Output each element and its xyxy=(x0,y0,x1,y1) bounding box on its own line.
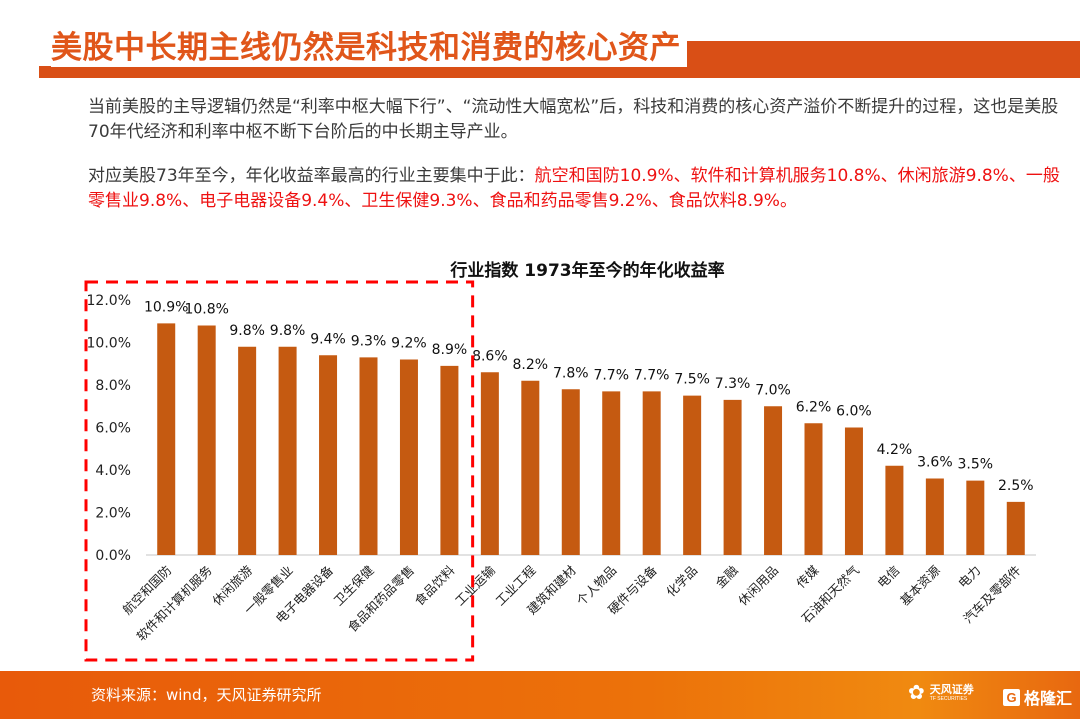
bar-11 xyxy=(561,389,580,555)
x-category-label: 基本资源 xyxy=(897,562,943,608)
intro-paragraph: 当前美股的主导逻辑仍然是“利率中枢大幅下行”、“流动性大幅宽松”后，科技和消费的… xyxy=(88,97,1059,142)
y-tick-label: 8.0% xyxy=(95,378,131,394)
tf-securities-subname: TF SECURITIES xyxy=(929,695,968,702)
data-label: 9.2% xyxy=(391,336,427,352)
x-category-label: 化学品 xyxy=(663,563,700,600)
bar-14 xyxy=(683,395,702,555)
y-tick-label: 10.0% xyxy=(87,336,131,352)
data-label: 8.9% xyxy=(432,342,468,358)
bar-12 xyxy=(602,391,621,555)
data-label: 6.2% xyxy=(796,399,832,415)
data-label: 8.6% xyxy=(472,348,508,364)
page-title: 美股中长期主线仍然是科技和消费的核心资产 xyxy=(51,22,687,67)
data-label: 7.3% xyxy=(715,376,751,392)
bar-19 xyxy=(885,465,904,555)
data-label: 2.5% xyxy=(998,478,1034,494)
bar-7 xyxy=(399,359,418,555)
x-category-label: 软件和计算机服务 xyxy=(133,563,214,644)
footer-source-text: 资料来源：wind，天风证券研究所 xyxy=(91,686,322,704)
x-category-label: 传媒 xyxy=(793,562,822,591)
bar-6 xyxy=(359,357,378,555)
data-label: 4.2% xyxy=(877,442,913,458)
highlight-paragraph-prefix: 对应美股73年至今，年化收益率最高的行业主要集中于此： xyxy=(88,166,535,186)
x-category-label: 金融 xyxy=(712,562,741,591)
bar-1 xyxy=(157,323,176,555)
bar-13 xyxy=(642,391,661,555)
highlight-paragraph-industries: 航空和国防10.9%、软件和计算机服务10.8%、休闲旅游9.8%、一般零售业9… xyxy=(88,166,1060,211)
bar-chart: 0.0%2.0%4.0%6.0%8.0%10.0%12.0% 10.9%航空和国防… xyxy=(84,280,1036,662)
data-label: 9.4% xyxy=(310,331,346,347)
data-label: 10.9% xyxy=(144,299,188,315)
gelonghui-name: 格隆汇 xyxy=(1024,691,1073,708)
bar-15 xyxy=(723,399,742,555)
data-label: 7.8% xyxy=(553,365,589,381)
flower-logo-icon: ✿ xyxy=(908,682,925,704)
bar-20 xyxy=(925,478,944,555)
tf-securities-logo: ✿ 天风证券 TF SECURITIES xyxy=(908,683,974,703)
y-tick-label: 4.0% xyxy=(95,463,131,479)
gelonghui-logo: G 格隆汇 xyxy=(1003,685,1072,709)
highlight-paragraph: 对应美股73年至今，年化收益率最高的行业主要集中于此：航空和国防10.9%、软件… xyxy=(88,164,1068,214)
bar-5 xyxy=(319,355,338,555)
x-category-label: 电信 xyxy=(874,563,902,591)
x-category-label: 休闲用品 xyxy=(735,563,781,609)
y-tick-label: 2.0% xyxy=(95,506,131,522)
bar-16 xyxy=(764,406,783,555)
y-tick-label: 6.0% xyxy=(95,421,131,437)
data-label: 6.0% xyxy=(836,404,872,420)
data-label: 7.7% xyxy=(634,367,670,383)
x-category-label: 电力 xyxy=(955,563,983,591)
bar-8 xyxy=(440,365,459,555)
bar-21 xyxy=(966,480,985,555)
data-label: 10.8% xyxy=(184,302,228,318)
data-label: 9.8% xyxy=(270,323,306,339)
footer-bar xyxy=(0,671,1080,719)
x-category-label: 工业运输 xyxy=(452,562,498,608)
bar-22 xyxy=(1006,501,1025,555)
data-label: 7.0% xyxy=(755,382,791,398)
bar-9 xyxy=(480,372,499,555)
data-label: 9.8% xyxy=(229,323,265,339)
tf-securities-name: 天风证券 xyxy=(929,683,974,696)
data-label: 8.2% xyxy=(513,357,549,373)
y-tick-label: 12.0% xyxy=(87,293,131,309)
chart-title: 行业指数 1973年至今的年化收益率 xyxy=(450,261,725,281)
data-label: 7.7% xyxy=(593,367,629,383)
data-label: 7.5% xyxy=(674,372,710,388)
bar-18 xyxy=(844,427,863,555)
data-label: 3.6% xyxy=(917,455,953,471)
gelonghui-g-icon: G xyxy=(1003,688,1020,706)
data-label: 3.5% xyxy=(958,457,994,473)
bar-17 xyxy=(804,423,823,555)
x-category-label: 食品饮料 xyxy=(412,562,458,608)
title-underline-bar xyxy=(39,66,1080,78)
highlight-dashed-box xyxy=(84,280,475,662)
bar-3 xyxy=(238,346,257,555)
data-label: 9.3% xyxy=(351,333,387,349)
bar-10 xyxy=(521,380,540,555)
bar-4 xyxy=(278,346,297,555)
bar-2 xyxy=(197,325,216,555)
y-tick-label: 0.0% xyxy=(95,548,131,564)
